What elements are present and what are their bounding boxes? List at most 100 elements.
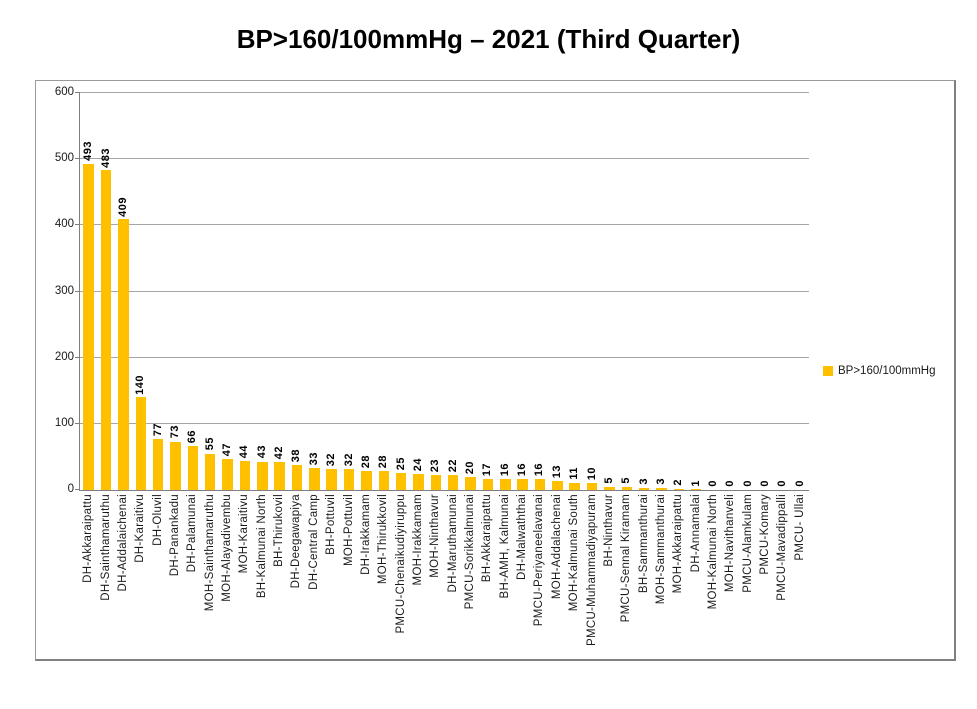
bar: [170, 441, 181, 490]
gridline: [80, 356, 809, 358]
x-category-label: PMCU-Periyaneelavanai: [533, 494, 546, 627]
bar: [135, 397, 146, 490]
bar-value-label: 17: [481, 462, 494, 476]
y-tick-label: 400: [54, 218, 74, 231]
x-category-label: DH-Maruthamunai: [446, 494, 459, 593]
bar-value-label: 0: [724, 480, 737, 487]
y-tick-label: 200: [54, 350, 74, 363]
bar-value-label: 0: [741, 480, 754, 487]
bar: [569, 482, 580, 490]
x-category-label: DH-Addalaichenai: [116, 494, 129, 592]
x-category-label: BH-Akkaraipattu: [481, 494, 494, 583]
x-category-label: BH-Kalmunai North: [255, 494, 268, 599]
y-tick-mark: [75, 224, 80, 226]
bar: [621, 486, 632, 490]
x-category-label: BH-Thirukovil: [273, 494, 286, 567]
bar: [552, 481, 563, 490]
y-tick-mark: [75, 489, 80, 490]
bar-value-label: 1: [689, 479, 702, 487]
bar: [187, 446, 199, 490]
y-tick-label: 500: [54, 152, 74, 165]
y-axis-labels: 0 100 200 300 400 500 600: [36, 86, 74, 495]
x-category-label: DH-Irakkamam: [359, 494, 372, 575]
x-category-label: DH-Deegawapiya: [290, 494, 303, 589]
bar: [500, 479, 511, 490]
chart-title: BP>160/100mmHg – 2021 (Third Quarter): [236, 24, 741, 54]
bar-value-label: 24: [411, 457, 424, 472]
bar-value-label: 77: [151, 422, 164, 437]
bar: [100, 170, 112, 490]
bar: [430, 474, 442, 490]
x-category-label: MOH-Sammanthurai: [654, 494, 667, 605]
bar: [343, 468, 355, 490]
bar: [274, 462, 285, 490]
bar-value-label: 22: [446, 459, 459, 473]
x-category-label: MOH-Navithanveli: [724, 494, 737, 593]
bar-value-label: 0: [793, 480, 806, 487]
bar: [447, 475, 459, 490]
bar: [222, 458, 233, 490]
x-category-label: BH-Ninthavur: [602, 494, 615, 567]
bar: [361, 471, 372, 490]
bar: [326, 468, 337, 490]
bar: [673, 488, 685, 490]
bar-value-label: 66: [186, 430, 199, 444]
gridline: [80, 92, 809, 93]
bar-value-label: 23: [429, 458, 442, 472]
bar: [239, 460, 251, 490]
gridline: [80, 158, 809, 160]
bar: [586, 483, 598, 490]
bar-value-label: 55: [203, 437, 216, 451]
x-category-label: BH-Pottuvil: [325, 494, 338, 555]
x-category-label: DH-Karaitivu: [134, 494, 147, 563]
bar: [517, 479, 528, 490]
bar: [118, 219, 129, 490]
x-category-label: MOH-Thirukkovil: [377, 494, 390, 585]
y-tick-mark: [75, 92, 80, 93]
y-tick-label: 100: [54, 416, 74, 429]
bar-value-label: 0: [707, 480, 720, 487]
bar-value-label: 20: [464, 460, 477, 474]
x-category-label: MOH-Akkaraipattu: [672, 494, 685, 594]
bar-value-label: 5: [602, 477, 615, 484]
bar-value-label: 11: [568, 467, 581, 480]
y-tick-mark: [75, 422, 80, 424]
x-category-label: DH-Malwaththai: [516, 494, 529, 581]
x-category-label: DH-Oluvil: [151, 494, 164, 546]
bar-value-label: 73: [168, 425, 181, 439]
x-category-label: BH-AMH, Kalmunai: [498, 494, 511, 599]
gridline: [80, 290, 809, 292]
bar-value-label: 409: [116, 196, 129, 217]
legend-label: BP>160/100mmHg: [838, 365, 936, 377]
bar: [413, 474, 424, 490]
x-category-label: DH-Akkaraipattu: [82, 494, 95, 583]
bar: [152, 439, 164, 490]
bar-value-label: 25: [394, 457, 407, 471]
x-category-label: MOH-Irakkamam: [411, 494, 424, 586]
bar-value-label: 28: [359, 455, 372, 469]
bar-value-label: 10: [585, 467, 598, 481]
x-category-label: DH-Palamunai: [186, 494, 199, 573]
x-category-label: MOH-Kalmunai South: [568, 494, 581, 612]
bar-value-label: 44: [238, 444, 251, 458]
y-tick-label: 600: [54, 86, 74, 98]
x-category-label: BH-Sammanthurai: [637, 494, 650, 594]
x-category-label: PMCU- Ullai: [793, 494, 806, 561]
chart-frame: 0 100 200 300 400 500 600 493 DH-Akkaraipattu 48…: [35, 80, 956, 661]
bar: [690, 489, 702, 490]
bar: [656, 488, 667, 490]
x-category-label: PMCU-Komary: [759, 494, 772, 575]
x-category-label: MOH-Sainthamaruthu: [203, 494, 216, 612]
bar-value-label: 16: [516, 463, 529, 477]
bar: [638, 488, 650, 490]
bar: [257, 461, 268, 490]
bar-value-label: 5: [620, 477, 633, 484]
bar-value-label: 32: [325, 452, 338, 466]
bar: [604, 486, 615, 490]
y-tick-label: 0: [67, 483, 74, 495]
bar-value-label: 0: [776, 480, 789, 487]
bar-value-label: 13: [550, 465, 563, 479]
bar-value-label: 140: [134, 374, 147, 395]
x-category-label: MOH-Pottuvil: [342, 494, 355, 566]
